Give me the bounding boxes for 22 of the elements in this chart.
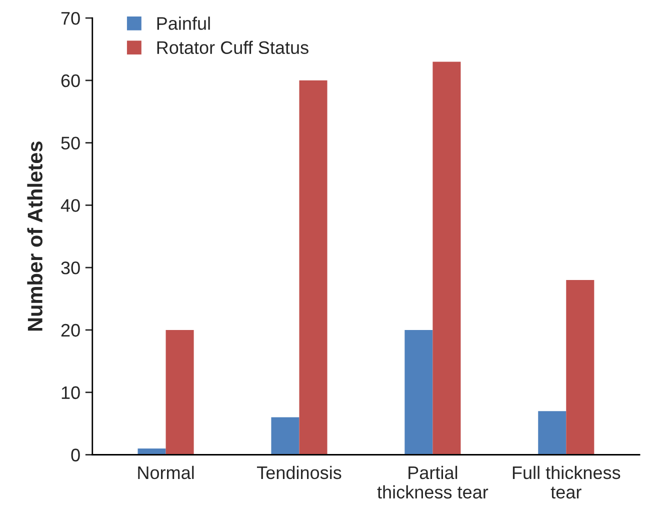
- x-tick-label: Normal: [138, 466, 194, 480]
- y-tick-label: 30: [61, 262, 80, 274]
- x-tick-label: Full thickness tear: [512, 466, 620, 499]
- bar: [538, 411, 566, 455]
- legend-label: Painful: [157, 16, 210, 30]
- y-tick-label: 40: [60, 199, 80, 212]
- y-tick-label: 20: [61, 324, 80, 337]
- bar: [404, 330, 433, 455]
- y-tick-label: 50: [61, 136, 80, 150]
- x-tick-label: Partial thickness tear: [377, 466, 488, 499]
- y-tick-label: 10: [62, 386, 80, 400]
- bar: [299, 80, 328, 455]
- bar: [166, 330, 194, 455]
- x-tick-label: Tendinosis: [256, 466, 342, 480]
- y-tick-label: 0: [71, 448, 80, 462]
- legend-label: Rotator Cuff Status: [157, 40, 308, 54]
- bar: [566, 280, 594, 455]
- bar: [432, 62, 461, 455]
- y-tick-label: 60: [61, 74, 80, 88]
- y-axis-title: Number of Athletes: [27, 142, 42, 331]
- y-tick-label: 70: [61, 12, 80, 25]
- bar: [271, 417, 300, 455]
